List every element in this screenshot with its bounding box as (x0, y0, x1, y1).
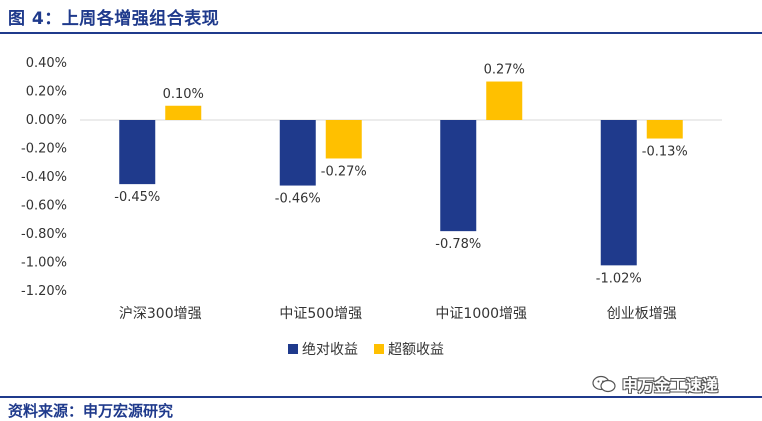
category-label: 中证1000增强 (435, 306, 527, 322)
data-label: 0.10% (163, 87, 204, 102)
bar-absolute (279, 120, 316, 186)
y-tick-label: 0.40% (26, 56, 67, 71)
category-label: 中证500增强 (279, 306, 362, 322)
watermark-text: 申万金工速递 (622, 376, 719, 395)
bar-absolute (119, 120, 156, 185)
legend-label: 超额收益 (388, 342, 444, 358)
y-tick-label: -0.80% (21, 227, 67, 242)
figure-title: 图 4：上周各增强组合表现 (8, 9, 220, 29)
data-label: -1.02% (596, 271, 642, 286)
source-rule (0, 396, 762, 398)
y-tick-label: 0.20% (26, 85, 67, 100)
data-label: 0.27% (484, 63, 525, 78)
data-label: -0.27% (321, 164, 367, 179)
y-tick-label: -0.20% (21, 142, 67, 157)
bar-absolute (440, 120, 477, 232)
wechat-icon (592, 375, 616, 393)
y-tick-label: -1.00% (21, 256, 67, 271)
source-note: 资料来源：申万宏源研究 (8, 402, 174, 420)
y-tick-label: -0.60% (21, 199, 67, 214)
category-label: 沪深300增强 (119, 306, 202, 322)
legend-swatch (374, 344, 384, 354)
bar-excess (325, 120, 362, 159)
watermark: 申万金工速递 (592, 372, 718, 396)
legend-label: 绝对收益 (302, 342, 358, 358)
y-tick-label: -1.20% (21, 284, 67, 299)
title-rule (0, 32, 762, 34)
bar-absolute (600, 120, 637, 266)
category-label: 创业板增强 (607, 306, 677, 322)
bar-excess (165, 105, 202, 120)
data-label: -0.45% (114, 190, 160, 205)
data-label: -0.78% (435, 237, 481, 252)
legend-swatch (288, 344, 298, 354)
y-tick-label: -0.40% (21, 170, 67, 185)
bar-excess (646, 120, 683, 139)
bar-excess (486, 81, 523, 120)
data-label: -0.46% (275, 192, 321, 207)
data-label: -0.13% (642, 145, 688, 160)
y-tick-label: 0.00% (26, 113, 67, 128)
bar-chart: 0.40% 0.20% 0.00% -0.20% -0.40% -0.60% -0.80% -… (21, 56, 722, 358)
